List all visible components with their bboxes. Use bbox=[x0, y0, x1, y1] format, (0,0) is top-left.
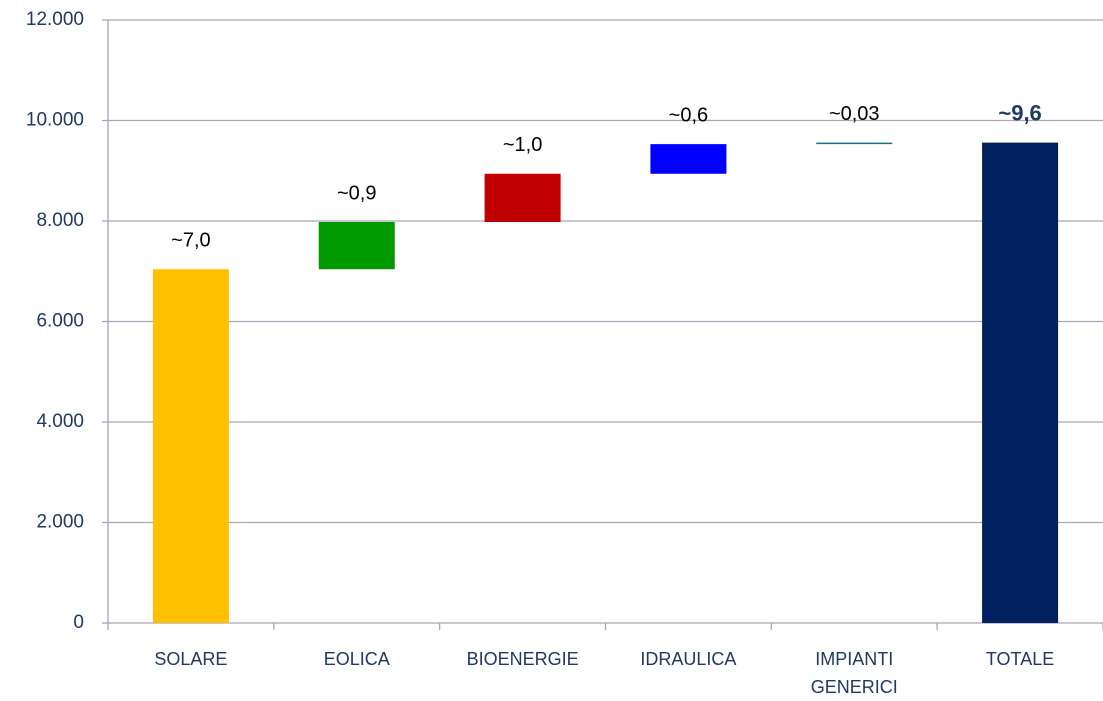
x-tick-label: TOTALE bbox=[985, 649, 1055, 669]
bar bbox=[152, 269, 229, 623]
bar bbox=[816, 142, 893, 145]
y-tick-label: 8.000 bbox=[36, 210, 84, 231]
value-label: ~7,0 bbox=[171, 230, 210, 252]
value-label: ~0,03 bbox=[829, 103, 880, 125]
x-tick-label: IMPIANTI GENERICI bbox=[810, 649, 898, 697]
value-label: ~0,6 bbox=[669, 104, 708, 126]
value-label: ~1,0 bbox=[503, 134, 542, 156]
x-tick-label: EOLICA bbox=[323, 649, 390, 669]
y-tick-label: 12.000 bbox=[26, 9, 84, 30]
bar bbox=[982, 142, 1059, 624]
y-tick-label: 2.000 bbox=[36, 512, 84, 533]
value-label: ~9,6 bbox=[998, 100, 1041, 125]
y-tick-label: 10.000 bbox=[26, 110, 84, 131]
bar bbox=[318, 222, 395, 270]
x-tick-label: IDRAULICA bbox=[640, 649, 737, 669]
y-tick-label: 6.000 bbox=[36, 311, 84, 332]
y-tick-label: 4.000 bbox=[36, 411, 84, 432]
bar bbox=[484, 173, 561, 223]
y-tick-label: 0 bbox=[73, 612, 84, 633]
x-tick-label: SOLARE bbox=[154, 649, 228, 669]
x-tick-label: BIOENERGIE bbox=[466, 649, 579, 669]
bar bbox=[650, 144, 727, 174]
value-label: ~0,9 bbox=[337, 182, 376, 204]
